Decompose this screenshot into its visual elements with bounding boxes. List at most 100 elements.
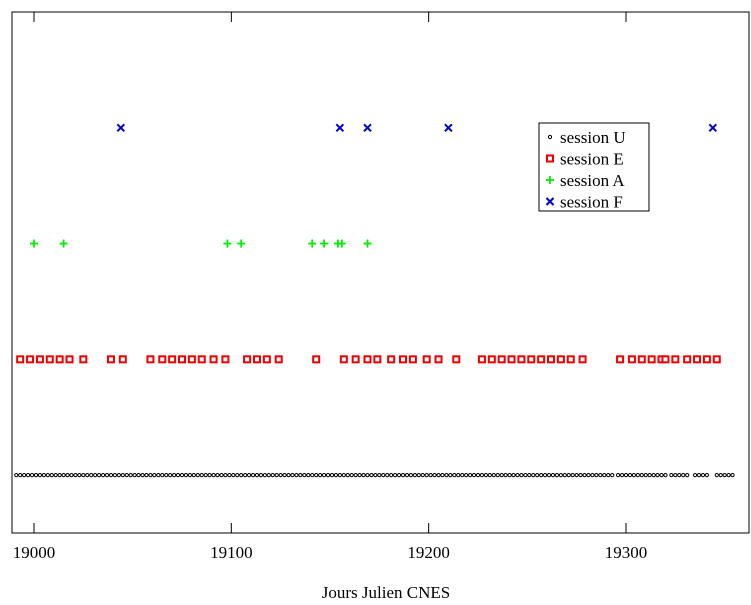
data-point <box>616 355 625 364</box>
data-point <box>702 355 711 364</box>
data-point <box>183 473 189 478</box>
data-point <box>562 473 567 478</box>
data-point <box>219 473 224 478</box>
legend-marker <box>546 176 554 184</box>
data-point <box>610 473 615 478</box>
data-point <box>602 473 607 478</box>
data-point <box>497 355 506 364</box>
data-point <box>696 473 702 478</box>
data-point <box>637 355 646 364</box>
data-point <box>647 473 652 478</box>
data-point <box>59 239 68 248</box>
data-point <box>89 473 94 478</box>
data-point <box>598 473 603 478</box>
data-point <box>554 473 560 478</box>
data-point <box>712 355 721 364</box>
data-point <box>527 355 536 364</box>
series-session-f <box>116 123 718 132</box>
data-point <box>132 473 137 478</box>
data-point <box>124 473 129 478</box>
x-axis-ticks <box>33 12 627 533</box>
data-point <box>578 473 583 478</box>
data-point <box>339 355 348 364</box>
legend-item: session E <box>546 150 624 169</box>
data-point <box>377 473 382 478</box>
data-point <box>274 473 279 478</box>
data-point <box>318 473 323 478</box>
data-point <box>582 473 587 478</box>
data-point <box>312 355 321 364</box>
data-point <box>128 473 133 478</box>
data-point <box>452 355 461 364</box>
data-point <box>511 473 516 478</box>
x-tick-label: 19300 <box>605 543 648 562</box>
data-point <box>436 473 441 478</box>
data-point <box>175 473 181 478</box>
data-point <box>211 473 216 478</box>
data-point <box>503 473 508 478</box>
data-point <box>93 473 98 478</box>
data-point <box>199 473 204 478</box>
data-point <box>444 473 449 478</box>
data-point <box>329 473 335 478</box>
data-point <box>116 123 126 132</box>
data-point <box>306 473 311 478</box>
data-point <box>215 473 220 478</box>
data-point <box>479 473 485 478</box>
data-point <box>363 123 372 132</box>
legend-label: session F <box>560 193 623 212</box>
data-point <box>262 473 267 478</box>
data-point <box>258 473 264 478</box>
data-point <box>243 355 252 364</box>
data-point <box>85 473 90 478</box>
x-tick-label: 19000 <box>13 543 56 562</box>
data-point <box>278 473 283 478</box>
data-point <box>531 473 536 478</box>
data-point <box>606 473 611 478</box>
data-point <box>81 473 86 478</box>
data-point <box>422 355 431 364</box>
data-point <box>146 355 155 364</box>
data-point <box>164 473 169 478</box>
data-point <box>400 473 406 478</box>
data-point <box>314 473 319 478</box>
legend-label: session E <box>560 150 624 169</box>
data-point <box>399 355 408 364</box>
data-point <box>677 473 682 478</box>
data-point <box>704 473 710 478</box>
data-point <box>294 473 299 478</box>
data-point <box>49 473 54 478</box>
data-point <box>158 355 167 364</box>
data-point <box>357 473 362 478</box>
data-point <box>627 355 636 364</box>
data-point <box>517 355 526 364</box>
data-point <box>237 239 246 248</box>
data-point <box>361 473 366 478</box>
data-point <box>685 473 690 478</box>
data-point <box>369 473 374 478</box>
data-point <box>659 473 664 478</box>
data-point <box>14 473 19 478</box>
data-point <box>558 473 563 478</box>
data-point <box>25 473 31 478</box>
data-point <box>223 473 228 478</box>
data-point <box>619 473 625 478</box>
data-point <box>475 473 481 478</box>
data-point <box>460 473 465 478</box>
legend-marker <box>545 197 555 206</box>
data-point <box>106 355 115 364</box>
data-point <box>335 123 345 132</box>
series-session-u <box>14 473 735 478</box>
data-point <box>700 473 706 478</box>
data-point <box>718 473 723 478</box>
data-point <box>179 473 185 478</box>
data-point <box>325 473 331 478</box>
data-point <box>389 473 394 478</box>
data-point <box>693 355 702 364</box>
data-point <box>345 473 350 478</box>
data-point <box>45 355 54 364</box>
data-point <box>556 355 565 364</box>
data-point <box>195 473 200 478</box>
data-point <box>381 473 386 478</box>
data-point <box>30 239 38 248</box>
